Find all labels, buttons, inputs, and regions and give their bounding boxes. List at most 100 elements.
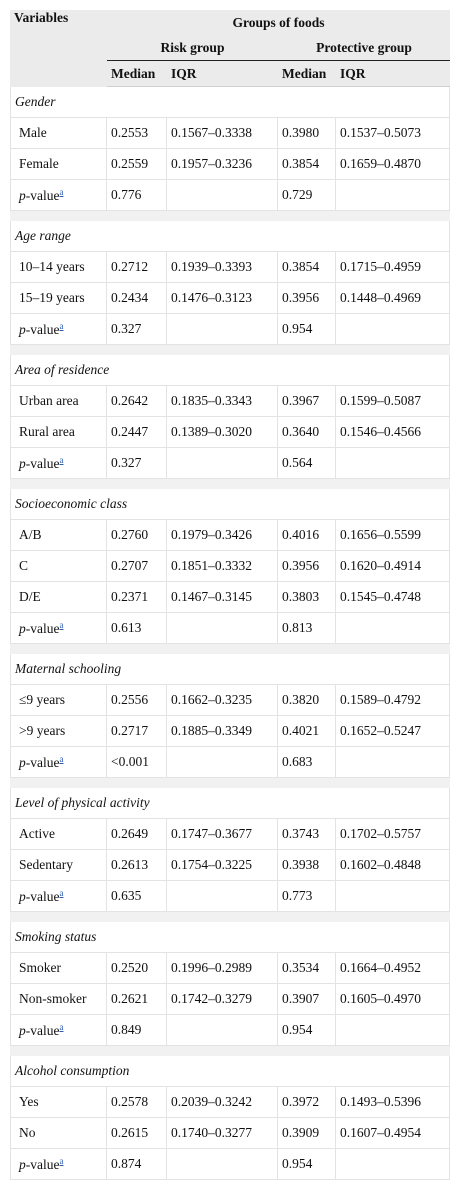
data-row: Urban area 0.2642 0.1835–0.3343 0.3967 0.159… — [10, 386, 451, 417]
footnote-link[interactable]: a — [59, 320, 64, 331]
section-row: Smoking status — [10, 922, 451, 953]
data-row: Female 0.2559 0.1957–0.3236 0.3854 0.1659–0.… — [10, 149, 451, 180]
spacer-cell — [10, 644, 451, 654]
p-value-risk: 0.874 — [107, 1149, 167, 1180]
p-value-row: p-valuea 0.635 0.773 — [10, 881, 451, 912]
data-row: Smoker 0.2520 0.1996–0.2989 0.3534 0.1664–0.… — [10, 953, 451, 984]
data-row: Male 0.2553 0.1567–0.3338 0.3980 0.1537–0.50… — [10, 118, 451, 149]
header-col: IQR — [336, 61, 451, 87]
spacer-cell — [10, 1046, 451, 1056]
cell: 0.1493–0.5396 — [336, 1087, 451, 1118]
row-label: Sedentary — [10, 850, 107, 881]
data-row: Active 0.2649 0.1747–0.3677 0.3743 0.1702–0.… — [10, 819, 451, 850]
cell: 0.3534 — [278, 953, 336, 984]
p-value-risk: 0.327 — [107, 314, 167, 345]
row-label: Active — [10, 819, 107, 850]
cell: 0.2707 — [107, 551, 167, 582]
footnote-sup: a — [59, 454, 63, 466]
spacer-cell — [10, 479, 451, 489]
footnote-sup: a — [59, 753, 63, 765]
p-value-protective: 0.954 — [278, 314, 336, 345]
p-value-label: p-value — [19, 456, 60, 472]
p-value-label-cell: p-valuea — [10, 1149, 107, 1180]
empty-cell — [336, 180, 451, 211]
spacer-row — [10, 479, 451, 489]
p-value-row: p-valuea 0.874 0.954 — [10, 1149, 451, 1180]
p-value-label-cell: p-valuea — [10, 180, 107, 211]
cell: 0.1602–0.4848 — [336, 850, 451, 881]
cell: 0.2712 — [107, 252, 167, 283]
p-value-label-cell: p-valuea — [10, 314, 107, 345]
data-row: Sedentary 0.2613 0.1754–0.3225 0.3938 0.1602… — [10, 850, 451, 881]
row-label: ≤9 years — [10, 685, 107, 716]
cell: 0.4021 — [278, 716, 336, 747]
empty-cell — [167, 448, 278, 479]
cell: 0.1605–0.4970 — [336, 984, 451, 1015]
cell: 0.1659–0.4870 — [336, 149, 451, 180]
footnote-link[interactable]: a — [59, 1155, 64, 1166]
p-value-protective: 0.773 — [278, 881, 336, 912]
row-label: >9 years — [10, 716, 107, 747]
spacer-row — [10, 644, 451, 654]
cell: 0.1740–0.3277 — [167, 1118, 278, 1149]
footnote-link[interactable]: a — [59, 619, 64, 630]
cell: 0.3938 — [278, 850, 336, 881]
empty-cell — [167, 1015, 278, 1046]
footnote-link[interactable]: a — [59, 887, 64, 898]
p-value-label: p-value — [19, 755, 60, 771]
cell: 0.3956 — [278, 283, 336, 314]
empty-cell — [167, 747, 278, 778]
footnote-sup: a — [59, 1021, 63, 1033]
footnote-link[interactable]: a — [59, 1021, 64, 1032]
cell: 0.1607–0.4954 — [336, 1118, 451, 1149]
cell: 0.1567–0.3338 — [167, 118, 278, 149]
cell: 0.3967 — [278, 386, 336, 417]
cell: 0.1545–0.4748 — [336, 582, 451, 613]
spacer-cell — [10, 211, 451, 221]
header-protective: Protective group — [278, 35, 451, 61]
row-label: Non-smoker — [10, 984, 107, 1015]
p-value-label: p-value — [19, 322, 60, 338]
footnote-link[interactable]: a — [59, 753, 64, 764]
section-row: Level of physical activity — [10, 788, 451, 819]
header-group: Groups of foods — [107, 10, 451, 35]
footnote-link[interactable]: a — [59, 186, 64, 197]
spacer-cell — [10, 778, 451, 788]
data-row: A/B 0.2760 0.1979–0.3426 0.4016 0.1656–0.559… — [10, 520, 451, 551]
section-row: Age range — [10, 221, 451, 252]
p-value-row: p-valuea 0.327 0.954 — [10, 314, 451, 345]
cell: 0.2556 — [107, 685, 167, 716]
cell: 0.2447 — [107, 417, 167, 448]
data-row: 10–14 years 0.2712 0.1939–0.3393 0.3854 0.17… — [10, 252, 451, 283]
empty-cell — [167, 1149, 278, 1180]
spacer-row — [10, 778, 451, 788]
data-row: 15–19 years 0.2434 0.1476–0.3123 0.3956 0.14… — [10, 283, 451, 314]
p-value-row: p-valuea 0.776 0.729 — [10, 180, 451, 211]
p-value-label: p-value — [19, 621, 60, 637]
p-value-label-cell: p-valuea — [10, 1015, 107, 1046]
cell: 0.1652–0.5247 — [336, 716, 451, 747]
cell: 0.1835–0.3343 — [167, 386, 278, 417]
section-row: Alcohol consumption — [10, 1056, 451, 1087]
data-row: C 0.2707 0.1851–0.3332 0.3956 0.1620–0.4914 — [10, 551, 451, 582]
table-header: Variables Groups of foods Risk group Pro… — [10, 10, 451, 87]
cell: 0.3972 — [278, 1087, 336, 1118]
empty-cell — [167, 881, 278, 912]
empty-cell — [336, 314, 451, 345]
section-title: Age range — [10, 221, 451, 252]
spacer-row — [10, 211, 451, 221]
cell: 0.3820 — [278, 685, 336, 716]
data-row: Non-smoker 0.2621 0.1742–0.3279 0.3907 0.160… — [10, 984, 451, 1015]
footnote-link[interactable]: a — [59, 454, 64, 465]
p-value-label: p-value — [19, 188, 60, 204]
header-col: Median — [107, 61, 167, 87]
row-label: C — [10, 551, 107, 582]
section-row: Socioeconomic class — [10, 489, 451, 520]
cell: 0.2520 — [107, 953, 167, 984]
cell: 0.2559 — [107, 149, 167, 180]
p-value-protective: 0.813 — [278, 613, 336, 644]
footnote-sup: a — [59, 186, 63, 198]
cell: 0.1389–0.3020 — [167, 417, 278, 448]
cell: 0.1742–0.3279 — [167, 984, 278, 1015]
cell: 0.1851–0.3332 — [167, 551, 278, 582]
